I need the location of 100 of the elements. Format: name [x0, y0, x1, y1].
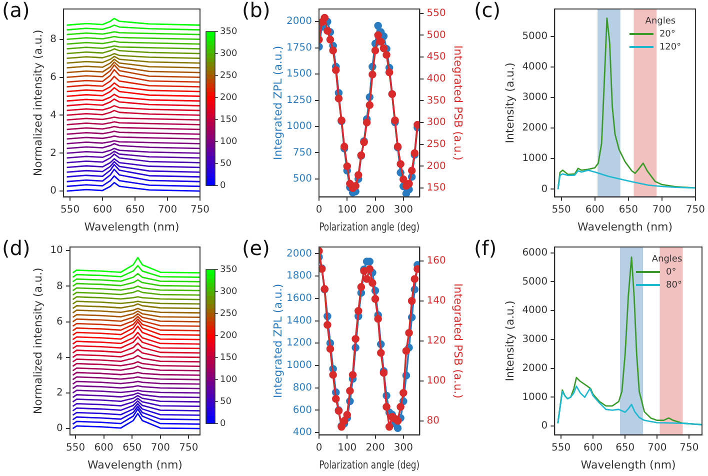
color-bar-label: 250 [220, 70, 238, 81]
y-tick-label: 800 [292, 382, 312, 394]
x-tick-label: 650 [616, 442, 635, 454]
x-tick-label: 550 [66, 442, 86, 454]
x-tick-label: 700 [648, 442, 667, 454]
y-tick-label: 1750 [286, 42, 312, 54]
y-tick-label: 4 [56, 352, 63, 363]
x-axis-title: Wavelength (nm) [578, 220, 673, 234]
y2-tick-label: 550 [426, 8, 446, 19]
x-tick-label: 200 [366, 442, 385, 454]
x-axis-title: Wavelength (nm) [580, 458, 676, 472]
y-tick-label: 1400 [286, 315, 312, 326]
y-tick-label: 1200 [286, 338, 312, 349]
color-bar-label: 150 [220, 114, 238, 125]
chart-title: (c) [474, 0, 501, 22]
y-axis-title: Normalized intensity (a.u.) [31, 30, 44, 176]
y-tick-label: 5000 [522, 31, 548, 42]
x-tick-label: 650 [122, 442, 142, 454]
y-tick-label: 2000 [522, 122, 548, 134]
x-tick-label: 300 [394, 442, 413, 454]
chart-title: (a) [2, 0, 30, 22]
y-tick-label: 8 [56, 280, 63, 292]
y-tick-label: 2000 [286, 16, 312, 28]
y2-axis-title: Integrated PSB (a.u.) [452, 283, 465, 398]
y-tick-label: 3000 [522, 92, 548, 104]
y-tick-label: 1800 [286, 270, 312, 282]
y-axis-title: Intensity (a.u.) [503, 300, 516, 382]
y-axis-title: Integrated ZPL (a.u.) [271, 284, 284, 398]
color-bar-label: 300 [220, 286, 238, 297]
x-tick-label: 600 [585, 204, 604, 216]
y2-tick-label: 100 [426, 375, 446, 386]
color-bar-label: 100 [220, 136, 238, 147]
y2-tick-label: 200 [426, 160, 446, 172]
x-axis-title: Polarization angle (deg) [319, 459, 420, 472]
y-tick-label: 600 [292, 404, 312, 416]
y-axis-title: Intensity (a.u.) [503, 62, 516, 144]
x-tick-label: 600 [94, 442, 114, 454]
legend-label: 20° [659, 29, 676, 40]
y2-tick-label: 250 [426, 138, 446, 150]
chart-title: (f) [474, 236, 497, 260]
y-tick-label: 1250 [286, 94, 312, 106]
x-tick-label: 200 [366, 204, 385, 216]
y-tick-label: 6 [50, 72, 57, 83]
y-tick-label: 10 [50, 245, 63, 256]
y-tick-label: 0 [541, 420, 548, 432]
x-tick-label: 300 [394, 204, 413, 216]
y-tick-label: 1000 [286, 360, 312, 372]
x-tick-label: 700 [652, 204, 672, 216]
x-tick-label: 600 [93, 204, 112, 216]
y-tick-label: 4 [50, 110, 57, 121]
y2-tick-label: 350 [426, 95, 446, 106]
legend-title: Angles [645, 16, 676, 26]
x-tick-label: 100 [338, 442, 357, 454]
y2-tick-label: 120 [426, 335, 446, 346]
color-bar-label: 50 [220, 158, 232, 169]
y-tick-label: 2000 [522, 362, 548, 374]
y-tick-label: 2000 [286, 248, 312, 260]
y-tick-label: 0 [50, 186, 57, 197]
y-axis-title: Normalized intensity (a.u.) [31, 268, 44, 414]
y-tick-label: 500 [292, 174, 312, 185]
x-axis-title: Wavelength (nm) [87, 458, 182, 472]
color-bar-label: 200 [220, 330, 238, 341]
y-tick-label: 0 [541, 184, 548, 195]
y-tick-label: 1000 [522, 392, 548, 403]
y2-tick-label: 150 [426, 182, 446, 194]
x-tick-label: 0 [316, 204, 322, 216]
x-axis-title: Wavelength (nm) [84, 220, 180, 234]
x-tick-label: 750 [680, 442, 699, 454]
color-bar-label: 50 [220, 396, 232, 407]
color-bar-label: 0 [220, 418, 226, 429]
chart-title: (b) [242, 0, 270, 22]
y-tick-label: 6 [56, 316, 63, 328]
chart-title: (e) [242, 236, 270, 260]
x-axis-title: Polarization angle (deg) [319, 221, 420, 234]
x-tick-label: 0 [316, 442, 322, 454]
y-axis-title: Integrated ZPL (a.u.) [271, 46, 284, 160]
y-tick-label: 750 [292, 147, 312, 158]
y2-tick-label: 500 [426, 30, 446, 41]
x-tick-label: 700 [158, 204, 178, 216]
color-bar-label: 200 [220, 92, 238, 103]
y2-tick-label: 80 [426, 415, 440, 426]
y-tick-label: 4000 [522, 305, 548, 316]
y2-tick-label: 140 [426, 296, 446, 307]
y-tick-label: 1000 [522, 153, 548, 164]
y-tick-label: 0 [56, 423, 63, 434]
y2-tick-label: 450 [426, 52, 446, 63]
color-bar-label: 350 [220, 264, 238, 275]
y2-tick-label: 300 [426, 117, 446, 128]
y-tick-label: 1000 [286, 121, 312, 132]
x-tick-label: 750 [190, 204, 210, 216]
y-tick-label: 400 [292, 427, 312, 438]
color-bar-label: 0 [220, 180, 226, 191]
legend-title: Angles [652, 254, 682, 264]
color-bar-label: 150 [220, 352, 238, 363]
color-bar-label: 350 [220, 26, 238, 37]
y-tick-label: 5000 [522, 276, 548, 288]
legend-label: 120° [659, 42, 682, 52]
color-bar-label: 250 [220, 308, 238, 319]
y-tick-label: 2 [56, 388, 63, 399]
y-tick-label: 3000 [522, 334, 548, 346]
